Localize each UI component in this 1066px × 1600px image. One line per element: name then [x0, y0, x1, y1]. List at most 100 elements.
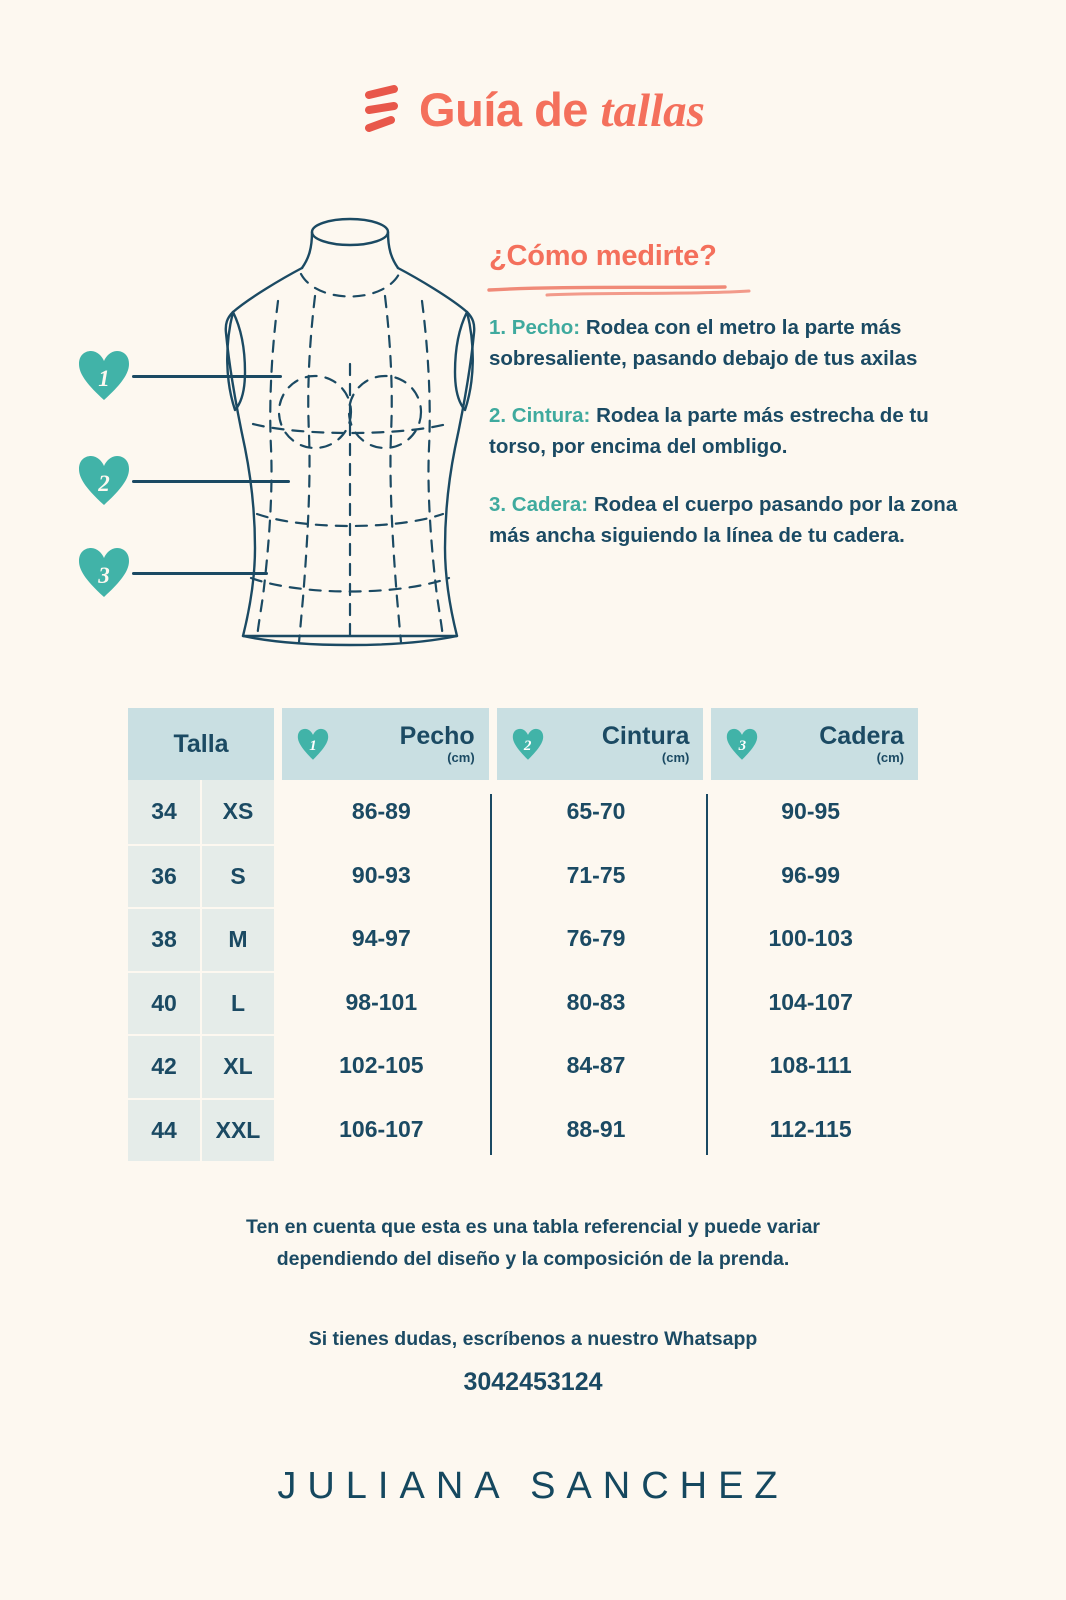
seam-left — [255, 299, 280, 640]
waist-line — [255, 512, 445, 528]
step-2-text: Rodea la parte más estrecha de tu torso,… — [489, 404, 929, 459]
header-unit-cintura: (cm) — [661, 750, 690, 766]
marker-number-2: 2 — [98, 471, 110, 496]
cell-cintura: 80-83 — [566, 988, 626, 1015]
heart-marker-header-2: 2 — [511, 723, 545, 765]
header-text-pecho: Pecho — [399, 722, 475, 751]
header-text-cadera: Cadera — [819, 722, 905, 751]
step-2-label: 2. Cintura: — [489, 404, 591, 428]
table-row: 44 XXL 106-107 88-91 112-115 — [128, 1097, 918, 1161]
cell-size-letter: XS — [202, 780, 274, 844]
cell-size-number: 40 — [128, 970, 200, 1034]
header-marker-number-2: 2 — [523, 737, 532, 754]
header-label-cintura: Cintura (cm) — [545, 723, 704, 765]
step-1-text: Rodea con el metro la parte más sobresal… — [489, 316, 918, 371]
cell-size-number: 44 — [128, 1097, 200, 1161]
marker-number-1: 1 — [98, 366, 110, 391]
table-row: 36 S 90-93 71-75 96-99 — [128, 843, 918, 907]
header-text-cintura: Cintura — [601, 722, 690, 751]
cell-size-number: 42 — [128, 1034, 200, 1098]
whatsapp-number[interactable]: 3042453124 — [463, 1368, 603, 1396]
heart-marker-header-1: 1 — [296, 723, 330, 765]
measure-steps: 1. Pecho: Rodea con el metro la parte má… — [489, 312, 987, 577]
how-to-measure-heading: ¿Cómo medirte? — [489, 240, 717, 272]
cell-pecho: 106-107 — [339, 1115, 424, 1142]
marker-1: 1 — [76, 348, 282, 404]
cell-cintura: 84-87 — [566, 1052, 626, 1079]
step-3-text: Rodea el cuerpo pasando por la zona más … — [489, 492, 958, 547]
bust-line — [251, 422, 449, 435]
step-1-label: 1. Pecho: — [489, 316, 581, 339]
heart-icon — [727, 728, 758, 760]
cell-size-letter: S — [202, 843, 274, 907]
title-main: Guía de — [419, 83, 588, 136]
heart-marker-header-3: 3 — [725, 723, 759, 765]
heart-marker-1: 1 — [76, 348, 132, 404]
size-table: Talla 1 Pecho (cm) 2 Cintura (cm — [128, 708, 919, 1161]
cell-size-letter: XL — [202, 1034, 274, 1098]
header-label-cadera: Cadera (cm) — [759, 723, 918, 765]
neck-top — [310, 217, 390, 247]
hem — [241, 634, 459, 647]
cell-cintura: 88-91 — [566, 1115, 626, 1142]
brand-name: JULIANA SANCHEZ — [277, 1465, 789, 1507]
leader-line-1 — [132, 374, 282, 378]
heading-underline — [487, 285, 751, 297]
cell-pecho: 94-97 — [351, 925, 411, 952]
cell-cintura: 65-70 — [566, 798, 626, 825]
table-row: 34 XS 86-89 65-70 90-95 — [128, 780, 918, 844]
table-header-talla: Talla — [128, 708, 274, 780]
cell-size-letter: L — [202, 970, 274, 1034]
cell-pecho: 102-105 — [339, 1052, 424, 1079]
neckline-dashed — [299, 272, 401, 298]
marker-number-3: 3 — [98, 563, 110, 588]
header-label-talla: Talla — [173, 729, 229, 758]
table-header-cadera: 3 Cadera (cm) — [711, 708, 919, 780]
leader-line-3 — [132, 571, 268, 575]
cell-cadera: 100-103 — [768, 925, 853, 952]
table-header-pecho: 1 Pecho (cm) — [282, 708, 489, 780]
seam-inner-left — [297, 294, 317, 644]
table-header-row: Talla 1 Pecho (cm) 2 Cintura (cm — [128, 708, 919, 780]
title-italic: tallas — [600, 85, 705, 137]
mannequin-illustration — [224, 217, 476, 647]
cell-size-number: 36 — [128, 843, 200, 907]
hip-line — [249, 576, 451, 593]
heart-marker-2: 2 — [76, 453, 132, 509]
page-title: Guía de tallas — [0, 82, 1066, 138]
heart-marker-3: 3 — [76, 545, 132, 601]
heart-icon — [79, 351, 129, 400]
cell-cadera: 108-111 — [769, 1052, 852, 1079]
burst-icon — [365, 85, 399, 132]
step-3: 3. Cadera: Rodea el cuerpo pasando por l… — [489, 489, 987, 551]
heart-icon — [297, 728, 329, 760]
cell-cadera: 112-115 — [769, 1115, 852, 1142]
neck-left — [300, 230, 314, 270]
table-body: 34 XS 86-89 65-70 90-95 36 S 90-93 71-75… — [128, 780, 918, 1161]
cell-cadera: 104-107 — [768, 988, 853, 1015]
header-label-pecho: Pecho (cm) — [330, 723, 489, 765]
heart-icon — [512, 728, 543, 760]
cell-size-number: 34 — [128, 780, 200, 844]
table-header-cintura: 2 Cintura (cm) — [496, 708, 704, 780]
cell-size-letter: XXL — [202, 1097, 274, 1161]
cell-pecho: 98-101 — [345, 988, 418, 1015]
leader-line-2 — [132, 479, 290, 483]
step-2: 2. Cintura: Rodea la parte más estrecha … — [489, 400, 987, 462]
header-unit-cadera: (cm) — [876, 750, 905, 766]
header-marker-number-1: 1 — [309, 737, 317, 754]
bust-left — [277, 374, 353, 450]
cell-size-letter: M — [202, 907, 274, 971]
whatsapp-text: Si tienes dudas, escríbenos a nuestro Wh… — [308, 1328, 758, 1350]
marker-3: 3 — [76, 545, 268, 601]
cell-cadera: 96-99 — [781, 861, 841, 888]
cell-size-number: 38 — [128, 907, 200, 971]
table-row: 40 L 98-101 80-83 104-107 — [128, 970, 918, 1034]
step-3-label: 3. Cadera: — [489, 492, 589, 516]
cell-cintura: 76-79 — [566, 925, 626, 952]
heart-icon — [79, 548, 129, 597]
header-marker-number-3: 3 — [738, 737, 747, 754]
heart-icon — [79, 456, 129, 505]
cell-pecho: 86-89 — [351, 798, 411, 825]
